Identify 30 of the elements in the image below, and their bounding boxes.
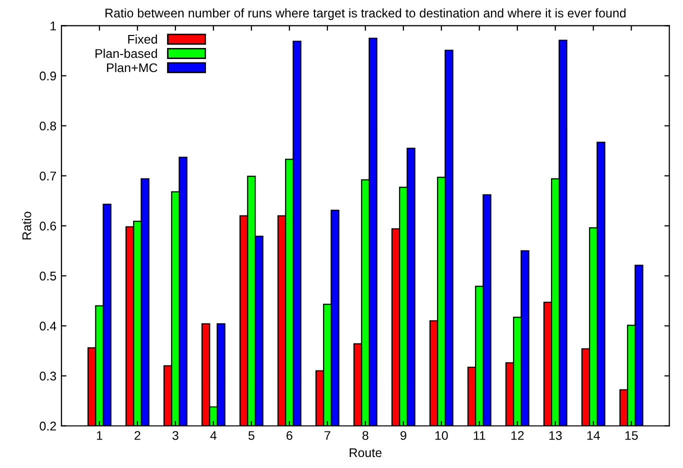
x-tick-label: 10 <box>435 431 448 440</box>
legend-label: Plan+MC <box>107 62 158 72</box>
y-tick-label: 0.8 <box>40 122 56 130</box>
chart-title: Ratio between number of runs where target is tracked to destination and where it is ever found <box>106 8 626 20</box>
y-tick-label: 0.5 <box>40 272 56 280</box>
x-tick-label: 4 <box>210 431 217 440</box>
y-tick-label: 0.4 <box>40 322 56 330</box>
x-tick-label: 7 <box>324 431 330 440</box>
x-tick-label: 14 <box>587 431 600 440</box>
y-tick-label: 1 <box>50 22 56 30</box>
x-tick-label: 11 <box>474 431 486 440</box>
y-tick-label: 0.9 <box>40 72 56 80</box>
x-tick-label: 3 <box>172 431 178 440</box>
x-tick-label: 1 <box>96 431 102 440</box>
y-tick-label: 0.6 <box>40 222 56 230</box>
legend-label: Fixed <box>128 34 157 44</box>
x-tick-label: 2 <box>134 431 140 440</box>
y-tick-label: 0.3 <box>40 372 56 381</box>
y-axis-title: Ratio <box>22 212 32 240</box>
x-axis-title: Route <box>350 448 382 458</box>
legend-label: Plan-based <box>96 48 157 58</box>
x-tick-label: 9 <box>400 431 406 440</box>
x-tick-label: 13 <box>549 431 562 440</box>
x-tick-label: 6 <box>286 431 292 440</box>
x-tick-label: 15 <box>625 431 638 440</box>
x-tick-label: 5 <box>248 431 254 440</box>
y-tick-label: 0.7 <box>40 172 56 180</box>
x-tick-label: 8 <box>362 431 368 440</box>
x-tick-label: 12 <box>511 431 524 440</box>
y-tick-label: 0.2 <box>40 422 56 431</box>
